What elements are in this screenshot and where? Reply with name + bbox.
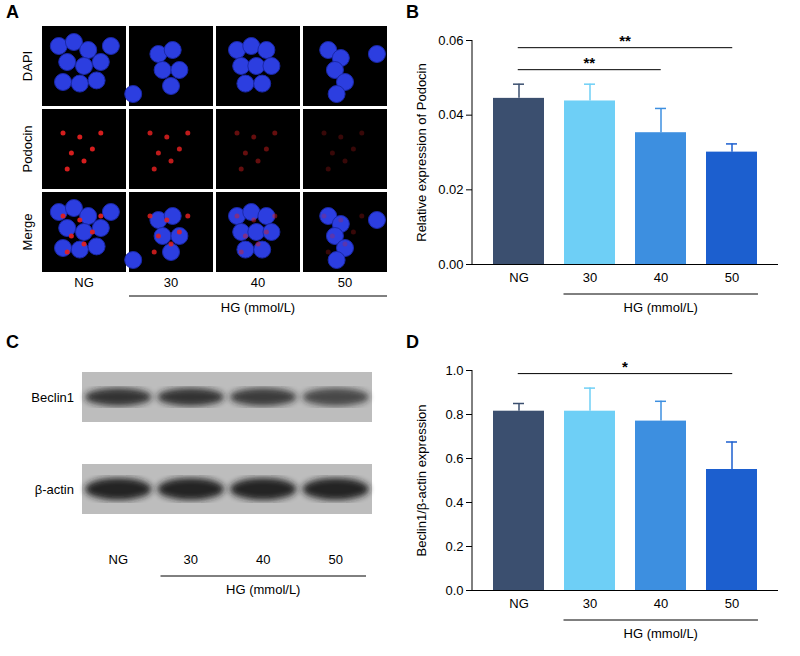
svg-text:40: 40	[654, 270, 668, 285]
svg-text:DAPI: DAPI	[20, 51, 35, 81]
svg-text:Podocin: Podocin	[20, 126, 35, 173]
svg-text:HG (mmol/L): HG (mmol/L)	[226, 582, 300, 597]
svg-text:40: 40	[251, 275, 265, 290]
svg-text:HG (mmol/L): HG (mmol/L)	[221, 300, 295, 315]
svg-text:50: 50	[725, 596, 739, 611]
svg-text:50: 50	[329, 552, 343, 567]
svg-text:0.04: 0.04	[438, 107, 463, 122]
svg-text:Merge: Merge	[20, 214, 35, 251]
svg-text:NG: NG	[509, 596, 529, 611]
svg-text:NG: NG	[509, 270, 529, 285]
svg-text:40: 40	[256, 552, 270, 567]
svg-text:0.2: 0.2	[445, 539, 463, 554]
html-text:A: A	[6, 2, 19, 22]
svg-text:0.6: 0.6	[445, 451, 463, 466]
html-text:B: B	[406, 2, 419, 22]
svg-text:0.02: 0.02	[438, 182, 463, 197]
svg-text:30: 30	[583, 270, 597, 285]
svg-text:0.06: 0.06	[438, 33, 463, 48]
svg-text:**: **	[619, 32, 631, 49]
svg-text:Relative expression of Podocin: Relative expression of Podocin	[414, 63, 429, 242]
svg-text:30: 30	[583, 596, 597, 611]
svg-text:**: **	[583, 54, 595, 71]
svg-text:HG (mmol/L): HG (mmol/L)	[624, 300, 698, 315]
html-text:D: D	[406, 332, 419, 352]
html-text:C: C	[6, 332, 19, 352]
svg-text:30: 30	[184, 552, 198, 567]
svg-text:30: 30	[164, 275, 178, 290]
svg-text:1.0: 1.0	[445, 363, 463, 378]
svg-text:β-actin: β-actin	[35, 482, 74, 497]
svg-text:NG: NG	[109, 552, 129, 567]
svg-text:0.4: 0.4	[445, 495, 463, 510]
svg-text:50: 50	[338, 275, 352, 290]
svg-text:NG: NG	[74, 275, 94, 290]
svg-text:40: 40	[654, 596, 668, 611]
svg-text:50: 50	[725, 270, 739, 285]
svg-text:Beclin1: Beclin1	[31, 390, 74, 405]
svg-text:Beclin1/β-actin expression: Beclin1/β-actin expression	[414, 405, 429, 557]
svg-text:HG (mmol/L): HG (mmol/L)	[624, 626, 698, 641]
svg-text:0.00: 0.00	[438, 257, 463, 272]
svg-text:0.8: 0.8	[445, 407, 463, 422]
svg-text:*: *	[622, 358, 628, 375]
svg-text:0.0: 0.0	[445, 583, 463, 598]
